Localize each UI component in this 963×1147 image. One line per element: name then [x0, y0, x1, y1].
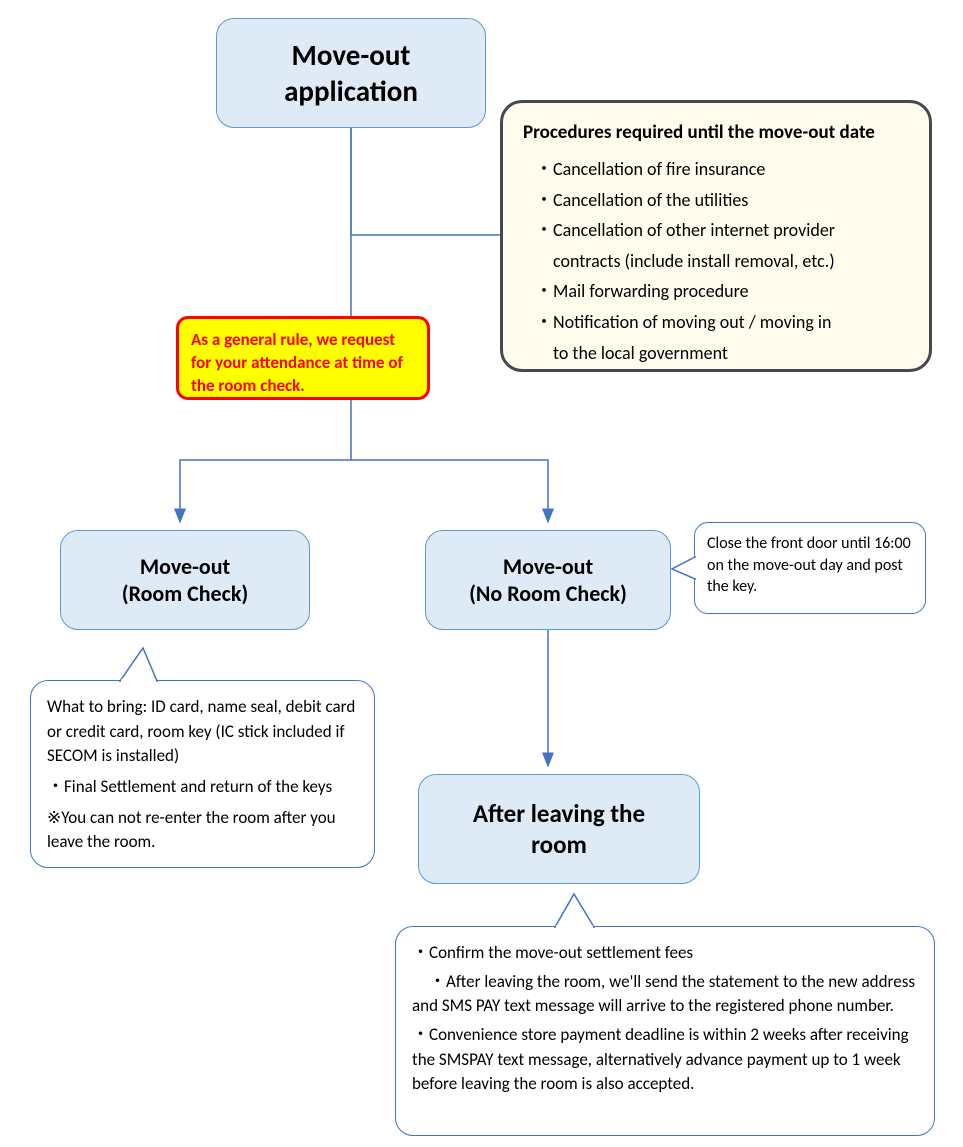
node-label-line2: (Room Check) [122, 580, 249, 607]
callout-no-room-check: Close the front door until 16:00 on the … [694, 522, 926, 614]
node-label-line1: Move-out [284, 37, 418, 73]
callout-tail-no-room [672, 555, 702, 585]
node-label-line2: application [284, 73, 418, 109]
node-moveout-room-check: Move-out (Room Check) [60, 530, 310, 630]
procedures-item: ・Mail forwarding procedure [523, 276, 909, 307]
procedures-title: Procedures required until the move-out d… [523, 121, 909, 144]
callout-line: ※You can not re-enter the room after you… [47, 806, 358, 855]
callout-room-check: What to bring: ID card, name seal, debit… [30, 680, 375, 868]
node-label-line1: Move-out [122, 553, 249, 580]
node-label-line2: room [473, 829, 645, 860]
node-after-leaving: After leaving the room [418, 774, 700, 884]
flowchart-container: Move-out application Procedures required… [0, 0, 963, 1147]
procedures-item: to the local government [523, 338, 909, 369]
procedures-item: contracts (include install removal, etc.… [523, 246, 909, 277]
callout-after-leaving: ・Confirm the move-out settlement fees ・A… [395, 926, 935, 1136]
procedures-item: ・Notification of moving out / moving in [523, 307, 909, 338]
node-label-line1: After leaving the [473, 798, 645, 829]
callout-line: ・After leaving the room, we'll send the … [412, 970, 918, 1019]
attendance-warning: As a general rule, we request for your a… [176, 316, 430, 400]
procedures-items: ・Cancellation of fire insurance・Cancella… [523, 154, 909, 368]
callout-text: Close the front door until 16:00 on the … [707, 534, 911, 596]
procedures-item: ・Cancellation of other internet provider [523, 215, 909, 246]
warning-text: As a general rule, we request for your a… [191, 329, 403, 396]
node-moveout-no-room-check: Move-out (No Room Check) [425, 530, 671, 630]
callout-line: ・Confirm the move-out settlement fees [412, 941, 918, 966]
callout-line: ・Convenience store payment deadline is w… [412, 1023, 918, 1097]
node-label-line2: (No Room Check) [469, 580, 627, 607]
procedures-item: ・Cancellation of fire insurance [523, 154, 909, 185]
callout-line: ・Final Settlement and return of the keys [47, 775, 358, 800]
procedures-panel: Procedures required until the move-out d… [500, 100, 932, 372]
node-moveout-application: Move-out application [216, 18, 486, 128]
callout-line: What to bring: ID card, name seal, debit… [47, 695, 358, 769]
callout-tail-after [550, 894, 610, 934]
procedures-item: ・Cancellation of the utilities [523, 185, 909, 216]
node-label-line1: Move-out [469, 553, 627, 580]
callout-tail-room [115, 648, 175, 688]
